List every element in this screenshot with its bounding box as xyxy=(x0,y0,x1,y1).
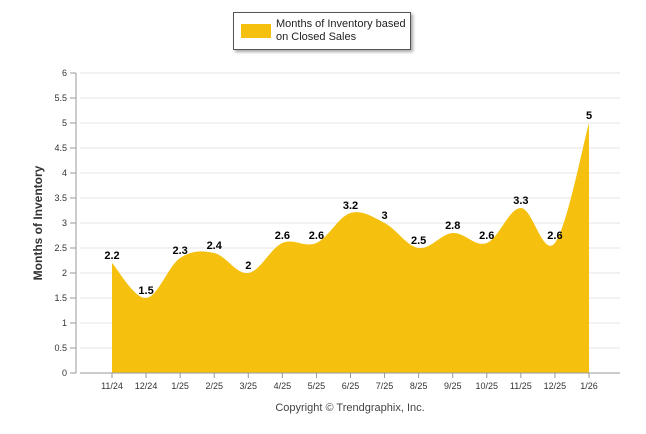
x-tick-label: 8/25 xyxy=(410,381,428,391)
y-tick-label: 1 xyxy=(62,318,67,328)
y-axis: 0 0.5 1 1.5 2 2.5 3 3.5 4 4.5 5 5.5 6 xyxy=(54,68,77,378)
data-label: 2.6 xyxy=(547,230,562,242)
y-tick-label: 2.5 xyxy=(54,243,67,253)
data-labels: 2.2 1.5 2.3 2.4 2 2.6 2.6 3.2 3 2.5 2.8 2.6 3.3 2.6 5 xyxy=(104,110,592,297)
y-axis-title: Months of Inventory xyxy=(31,165,45,280)
x-tick-label: 3/25 xyxy=(240,381,258,391)
y-tick-label: 3 xyxy=(62,218,67,228)
legend-label: Months of Inventory based on Closed Sale… xyxy=(276,18,406,43)
x-tick-label: 5/25 xyxy=(308,381,326,391)
x-tick-label: 12/25 xyxy=(544,381,567,391)
y-tick-label: 5.5 xyxy=(54,93,67,103)
data-label: 3.2 xyxy=(343,200,358,212)
x-tick-label: 1/25 xyxy=(171,381,189,391)
data-label: 2.6 xyxy=(479,230,494,242)
data-label: 5 xyxy=(586,110,592,122)
x-tick-label: 10/25 xyxy=(476,381,499,391)
data-label: 3 xyxy=(382,210,388,222)
x-tick-label: 11/24 xyxy=(101,381,123,391)
y-tick-label: 4 xyxy=(62,168,67,178)
data-label: 2.6 xyxy=(275,230,290,242)
y-tick-label: 4.5 xyxy=(54,143,67,153)
data-label: 2.3 xyxy=(172,245,187,257)
data-label: 1.5 xyxy=(138,285,153,297)
area-fill[interactable] xyxy=(112,123,589,373)
x-tick-label: 4/25 xyxy=(274,381,292,391)
y-tick-label: 0.5 xyxy=(54,343,67,353)
y-tick-label: 5 xyxy=(62,118,67,128)
data-label: 2.6 xyxy=(309,230,324,242)
x-tick-label: 7/25 xyxy=(376,381,394,391)
copyright-footer: Copyright © Trendgraphix, Inc. xyxy=(275,402,425,414)
x-tick-label: 11/25 xyxy=(510,381,532,391)
data-label: 3.3 xyxy=(513,195,528,207)
area-series xyxy=(112,123,589,373)
data-label: 2 xyxy=(245,260,251,272)
x-tick-label: 1/26 xyxy=(580,381,598,391)
y-tick-label: 3.5 xyxy=(54,193,67,203)
x-tick-label: 12/24 xyxy=(135,381,158,391)
x-tick-label: 6/25 xyxy=(342,381,360,391)
y-tick-label: 6 xyxy=(62,68,67,78)
x-axis: 11/24 12/24 1/25 2/25 3/25 4/25 5/25 6/25 7/25 8/… xyxy=(80,372,620,391)
y-tick-label: 0 xyxy=(62,368,67,378)
x-tick-label: 2/25 xyxy=(205,381,223,391)
y-tick-label: 2 xyxy=(62,268,67,278)
y-tick-label: 1.5 xyxy=(54,293,67,303)
data-label: 2.8 xyxy=(445,220,460,232)
data-label: 2.2 xyxy=(104,250,119,262)
x-tick-label: 9/25 xyxy=(444,381,462,391)
legend[interactable]: Months of Inventory based on Closed Sale… xyxy=(233,12,411,50)
data-label: 2.5 xyxy=(411,235,426,247)
data-label: 2.4 xyxy=(207,240,223,252)
legend-swatch xyxy=(241,24,271,38)
